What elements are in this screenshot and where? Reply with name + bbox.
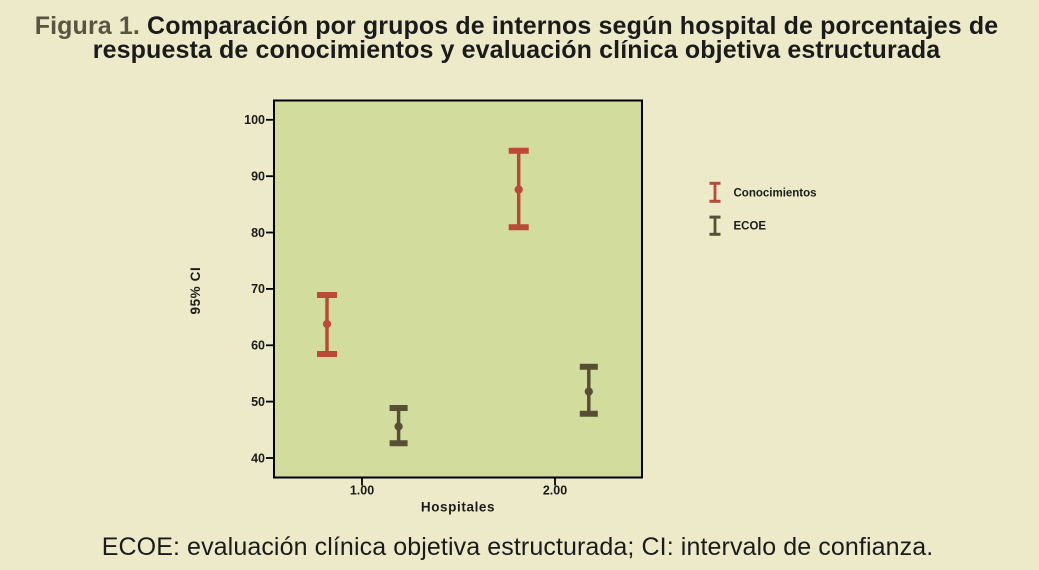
svg-text:90: 90 [251,170,265,184]
svg-text:70: 70 [251,282,265,296]
svg-text:2.00: 2.00 [543,484,567,498]
svg-text:Conocimientos: Conocimientos [734,187,817,199]
svg-text:100: 100 [244,113,265,127]
svg-text:60: 60 [251,339,265,353]
svg-text:Hospitales: Hospitales [421,499,495,514]
svg-text:50: 50 [251,395,265,409]
svg-text:95% CI: 95% CI [188,267,203,315]
svg-text:1.00: 1.00 [350,484,374,498]
svg-text:40: 40 [251,451,265,465]
svg-text:80: 80 [251,226,265,240]
svg-text:ECOE: ECOE [734,221,767,233]
